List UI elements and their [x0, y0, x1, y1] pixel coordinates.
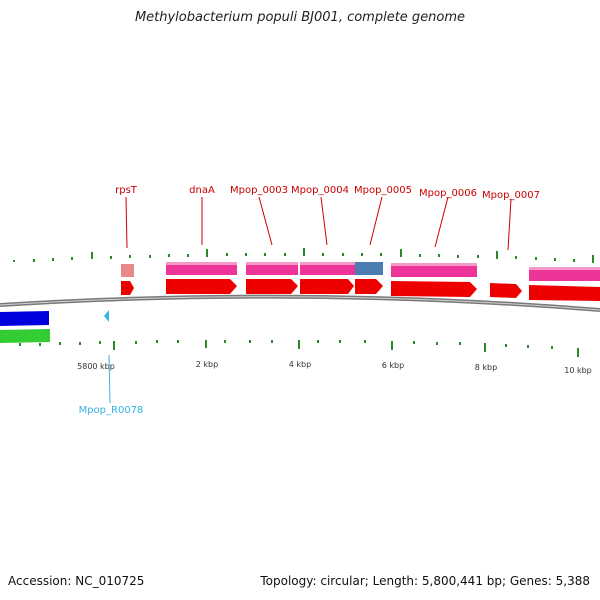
gene-box-dnaA[interactable]	[166, 262, 237, 275]
feature-green-left[interactable]	[0, 329, 50, 343]
gene-label-rpsT: rpsT	[115, 185, 138, 196]
gene-track	[121, 262, 600, 281]
cds-arrow-rpsT[interactable]	[121, 281, 134, 295]
rna-leader-line	[108, 354, 111, 404]
feature-blue-left[interactable]	[0, 311, 49, 326]
cds-arrow-mpop-0006[interactable]	[391, 281, 477, 297]
cds-arrow-mpop-0008[interactable]	[529, 285, 600, 301]
coord-label-8kbp: 8 kbp	[475, 363, 497, 372]
coord-label-4kbp: 4 kbp	[289, 360, 311, 369]
rna-marker-mpop-r0078[interactable]	[104, 310, 109, 322]
gene-label-mpop-0003: Mpop_0003	[230, 185, 288, 196]
gene-label-mpop-0005: Mpop_0005	[354, 185, 412, 196]
gene-box-mpop-0006[interactable]	[391, 263, 477, 277]
map-title: Methylobacterium populi BJ001, complete …	[134, 10, 466, 25]
rna-label-mpop-r0078: Mpop_R0078	[79, 405, 144, 416]
gene-box-rpsT[interactable]	[121, 264, 134, 277]
outer-tick-marks	[13, 248, 594, 263]
genome-summary-text: Topology: circular; Length: 5,800,441 bp…	[260, 574, 590, 588]
gene-box-mpop-0004[interactable]	[300, 262, 355, 275]
coord-label-10kbp: 10 kbp	[564, 366, 592, 375]
cds-arrow-mpop-0003[interactable]	[246, 279, 298, 294]
coord-label-5800kbp: 5800 kbp	[77, 362, 115, 371]
cds-arrow-mpop-0007[interactable]	[490, 283, 522, 298]
gene-label-dnaA: dnaA	[189, 185, 215, 196]
cds-arrow-mpop-0004[interactable]	[300, 279, 354, 294]
left-feature-track	[0, 310, 109, 343]
gene-box-mpop-0003[interactable]	[246, 262, 298, 275]
gene-box-mpop-0008[interactable]	[529, 267, 600, 281]
gene-label-mpop-0004: Mpop_0004	[291, 185, 349, 196]
inner-tick-marks	[19, 340, 579, 357]
coord-label-2kbp: 2 kbp	[196, 360, 218, 369]
cds-arrow-mpop-0005[interactable]	[355, 279, 383, 294]
gene-box-mpop-0005[interactable]	[355, 262, 383, 275]
label-leader-lines	[125, 196, 512, 251]
gene-label-mpop-0007: Mpop_0007	[482, 190, 540, 201]
cds-track	[121, 279, 600, 301]
accession-text: Accession: NC_010725	[8, 574, 145, 588]
coord-label-6kbp: 6 kbp	[382, 361, 404, 370]
gene-label-mpop-0006: Mpop_0006	[419, 188, 477, 199]
cds-arrow-dnaA[interactable]	[166, 279, 237, 294]
